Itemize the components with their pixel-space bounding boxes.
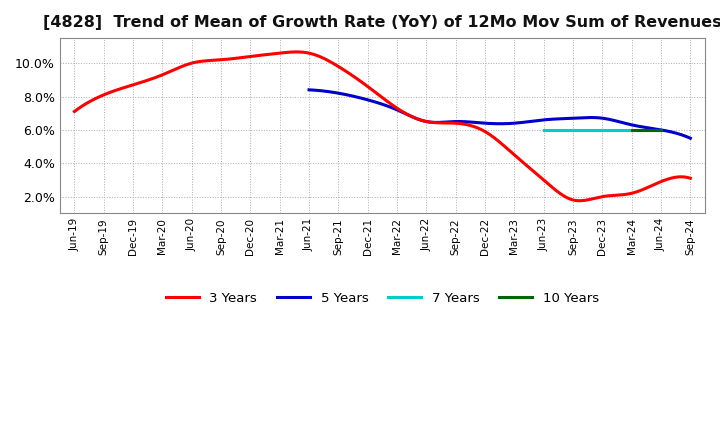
Title: [4828]  Trend of Mean of Growth Rate (YoY) of 12Mo Mov Sum of Revenues: [4828] Trend of Mean of Growth Rate (YoY… [43,15,720,30]
Legend: 3 Years, 5 Years, 7 Years, 10 Years: 3 Years, 5 Years, 7 Years, 10 Years [161,286,604,310]
